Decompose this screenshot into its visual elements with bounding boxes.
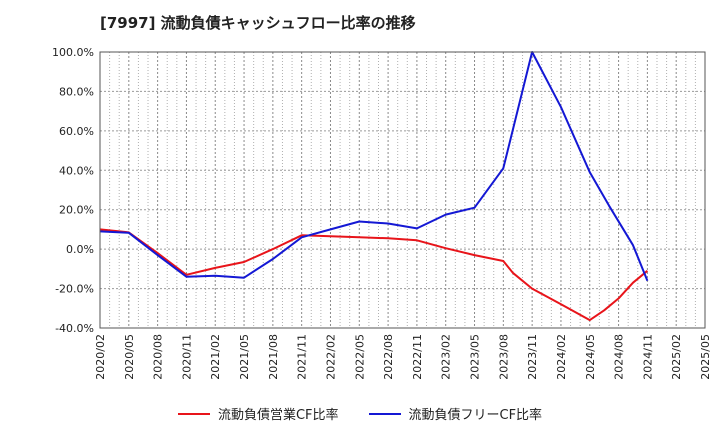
y-axis-ticks: -40.0% -20.0% 0.0% 20.0% 40.0% 60.0% 80.0% 100.… [52, 46, 94, 335]
legend-swatch-operating-cf [177, 412, 210, 415]
y-tick-label: 60.0% [59, 125, 94, 138]
x-tick-label: 2023/02 [440, 334, 453, 380]
x-tick-label: 2022/05 [353, 334, 366, 380]
x-tick-label: 2024/05 [584, 334, 597, 380]
y-tick-label: -40.0% [55, 322, 94, 335]
x-tick-label: 2020/08 [152, 334, 165, 380]
legend: 流動負債営業CF比率 流動負債フリーCF比率 [0, 404, 720, 423]
legend-label-free-cf: 流動負債フリーCF比率 [408, 408, 543, 423]
x-tick-label: 2024/02 [555, 334, 568, 380]
x-tick-label: 2023/08 [497, 334, 510, 380]
x-tick-label: 2021/02 [209, 334, 222, 380]
x-tick-label: 2023/05 [469, 334, 482, 380]
y-tick-label: -20.0% [55, 283, 94, 296]
legend-label-operating-cf: 流動負債営業CF比率 [217, 408, 339, 423]
series-line-free-cf [99, 51, 649, 282]
x-tick-label: 2023/11 [526, 334, 539, 380]
series-line-operating-cf [99, 228, 649, 322]
x-tick-label: 2020/02 [94, 334, 107, 380]
x-axis-ticks: 2020/02 2020/05 2020/08 2020/11 2021/02 2021/… [94, 334, 712, 380]
legend-swatch-free-cf [368, 412, 401, 415]
y-tick-label: 80.0% [59, 85, 94, 98]
x-tick-label: 2021/11 [296, 334, 309, 380]
x-tick-label: 2024/08 [613, 334, 626, 380]
plot-frame [99, 51, 706, 329]
legend-item-operating-cf: 流動負債営業CF比率 [177, 404, 339, 423]
x-tick-label: 2025/05 [699, 334, 712, 380]
x-tick-label: 2020/05 [123, 334, 136, 380]
x-tick-label: 2021/05 [238, 334, 251, 380]
x-tick-label: 2024/11 [641, 334, 654, 380]
y-tick-label: 20.0% [59, 204, 94, 217]
grid [99, 51, 706, 329]
x-tick-label: 2021/08 [267, 334, 280, 380]
legend-item-free-cf: 流動負債フリーCF比率 [368, 404, 543, 423]
x-tick-label: 2022/08 [382, 334, 395, 380]
y-tick-label: 0.0% [66, 243, 94, 256]
chart-title: [7997] 流動負債キャッシュフロー比率の推移 [100, 14, 416, 32]
y-tick-label: 40.0% [59, 164, 94, 177]
x-tick-label: 2022/02 [324, 334, 337, 380]
x-tick-label: 2022/11 [411, 334, 424, 380]
y-tick-label: 100.0% [52, 46, 94, 59]
series-lines [99, 51, 649, 322]
x-tick-label: 2025/02 [670, 334, 683, 380]
x-tick-label: 2020/11 [180, 334, 193, 380]
